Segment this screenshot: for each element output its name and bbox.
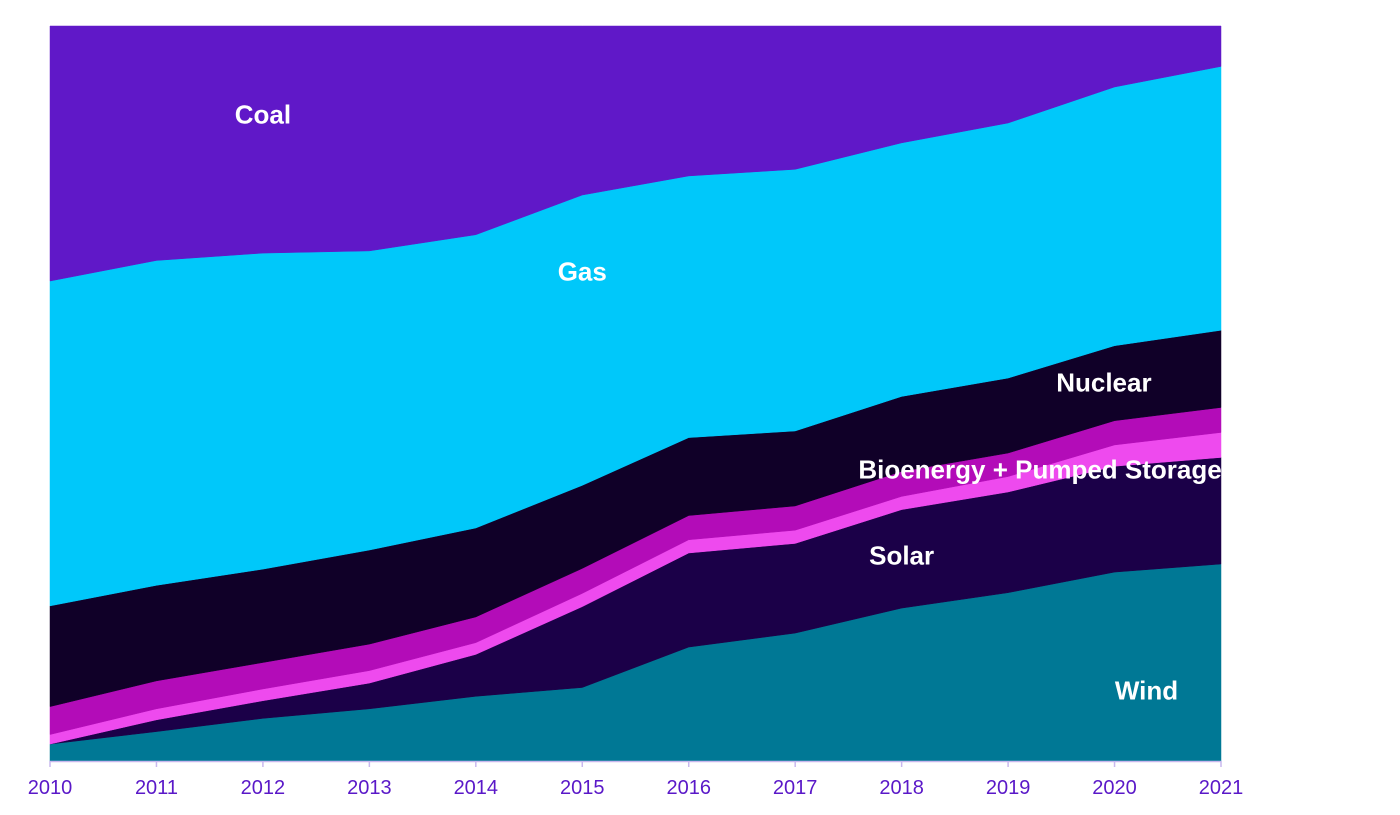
area-series-group <box>49 25 1222 762</box>
x-tick-label: 2013 <box>347 777 392 799</box>
x-axis-ticks <box>49 761 1222 767</box>
series-labels: Coal Gas Nuclear Bioenergy + Pumped Storage… <box>235 99 1222 705</box>
x-tick-label: 2011 <box>135 777 178 799</box>
x-axis-tick-labels: 2010 2011 2012 2013 2014 2015 2016 2017 2018 2019… <box>28 777 1244 799</box>
x-tick-label: 2017 <box>773 777 818 799</box>
x-tick-label: 2018 <box>879 777 924 799</box>
x-tick-label: 2012 <box>241 777 286 799</box>
x-tick-label: 2021 <box>1199 777 1244 799</box>
x-tick-label: 2016 <box>666 777 711 799</box>
series-label-gas: Gas <box>558 257 607 287</box>
series-label-solar: Solar <box>869 540 934 570</box>
x-tick-label: 2010 <box>28 777 73 799</box>
series-label-nuclear: Nuclear <box>1056 368 1151 398</box>
area-coal <box>49 25 1222 282</box>
series-label-coal: Coal <box>235 99 291 129</box>
x-tick-label: 2019 <box>986 777 1031 799</box>
x-tick-label: 2014 <box>454 777 499 799</box>
x-tick-label: 2015 <box>560 777 605 799</box>
series-label-bioenergy-pumped-storage: Bioenergy + Pumped Storage <box>858 454 1221 484</box>
series-label-wind: Wind <box>1115 676 1178 706</box>
x-tick-label: 2020 <box>1092 777 1137 799</box>
